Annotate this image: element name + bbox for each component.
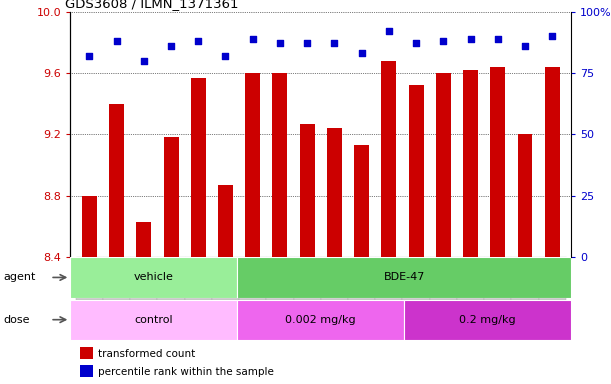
Point bbox=[411, 40, 421, 46]
Bar bbox=[375, 257, 403, 300]
Point bbox=[112, 38, 122, 44]
Text: 0.2 mg/kg: 0.2 mg/kg bbox=[459, 314, 516, 325]
Bar bbox=[109, 104, 124, 257]
Point bbox=[139, 58, 148, 64]
Bar bbox=[70, 300, 237, 340]
Bar bbox=[299, 124, 315, 257]
Point bbox=[248, 35, 258, 41]
Bar bbox=[164, 137, 178, 257]
Bar bbox=[185, 257, 212, 300]
Bar bbox=[130, 257, 158, 300]
Bar bbox=[218, 185, 233, 257]
Bar bbox=[321, 257, 348, 300]
Text: transformed count: transformed count bbox=[98, 349, 195, 359]
Point bbox=[84, 53, 94, 59]
Bar bbox=[457, 257, 484, 300]
Point bbox=[384, 28, 393, 34]
Bar bbox=[545, 67, 560, 257]
Bar bbox=[436, 73, 451, 257]
Point bbox=[466, 35, 475, 41]
Text: dose: dose bbox=[3, 314, 29, 325]
Bar bbox=[237, 300, 404, 340]
Point bbox=[329, 40, 339, 46]
Bar bbox=[103, 257, 130, 300]
Bar bbox=[404, 300, 571, 340]
Bar bbox=[409, 85, 423, 257]
Bar bbox=[212, 257, 239, 300]
Bar bbox=[80, 347, 93, 359]
Bar bbox=[484, 257, 511, 300]
Point bbox=[357, 50, 367, 56]
Bar bbox=[490, 67, 505, 257]
Bar bbox=[354, 145, 369, 257]
Bar bbox=[136, 222, 152, 257]
Point bbox=[439, 38, 448, 44]
Bar bbox=[191, 78, 206, 257]
Text: agent: agent bbox=[3, 272, 35, 283]
Point bbox=[520, 43, 530, 49]
Text: vehicle: vehicle bbox=[134, 272, 174, 283]
Bar bbox=[348, 257, 375, 300]
Text: control: control bbox=[134, 314, 173, 325]
Bar bbox=[76, 257, 103, 300]
Text: BDE-47: BDE-47 bbox=[384, 272, 425, 283]
Bar bbox=[82, 196, 97, 257]
Bar bbox=[430, 257, 457, 300]
Point bbox=[302, 40, 312, 46]
Point bbox=[547, 33, 557, 39]
Text: 0.002 mg/kg: 0.002 mg/kg bbox=[285, 314, 356, 325]
Bar bbox=[463, 70, 478, 257]
Text: percentile rank within the sample: percentile rank within the sample bbox=[98, 367, 274, 377]
Bar bbox=[273, 73, 287, 257]
Bar bbox=[239, 257, 266, 300]
Bar bbox=[266, 257, 293, 300]
Bar bbox=[518, 134, 532, 257]
Bar bbox=[245, 73, 260, 257]
Point bbox=[493, 35, 503, 41]
Bar bbox=[381, 61, 397, 257]
Point bbox=[193, 38, 203, 44]
Bar bbox=[158, 257, 185, 300]
Bar bbox=[539, 257, 566, 300]
Bar bbox=[511, 257, 539, 300]
Point bbox=[275, 40, 285, 46]
Bar bbox=[327, 128, 342, 257]
Bar bbox=[237, 257, 571, 298]
Text: GDS3608 / ILMN_1371361: GDS3608 / ILMN_1371361 bbox=[65, 0, 239, 10]
Bar bbox=[80, 366, 93, 377]
Bar bbox=[293, 257, 321, 300]
Bar bbox=[403, 257, 430, 300]
Point bbox=[221, 53, 230, 59]
Bar bbox=[70, 257, 237, 298]
Point bbox=[166, 43, 176, 49]
